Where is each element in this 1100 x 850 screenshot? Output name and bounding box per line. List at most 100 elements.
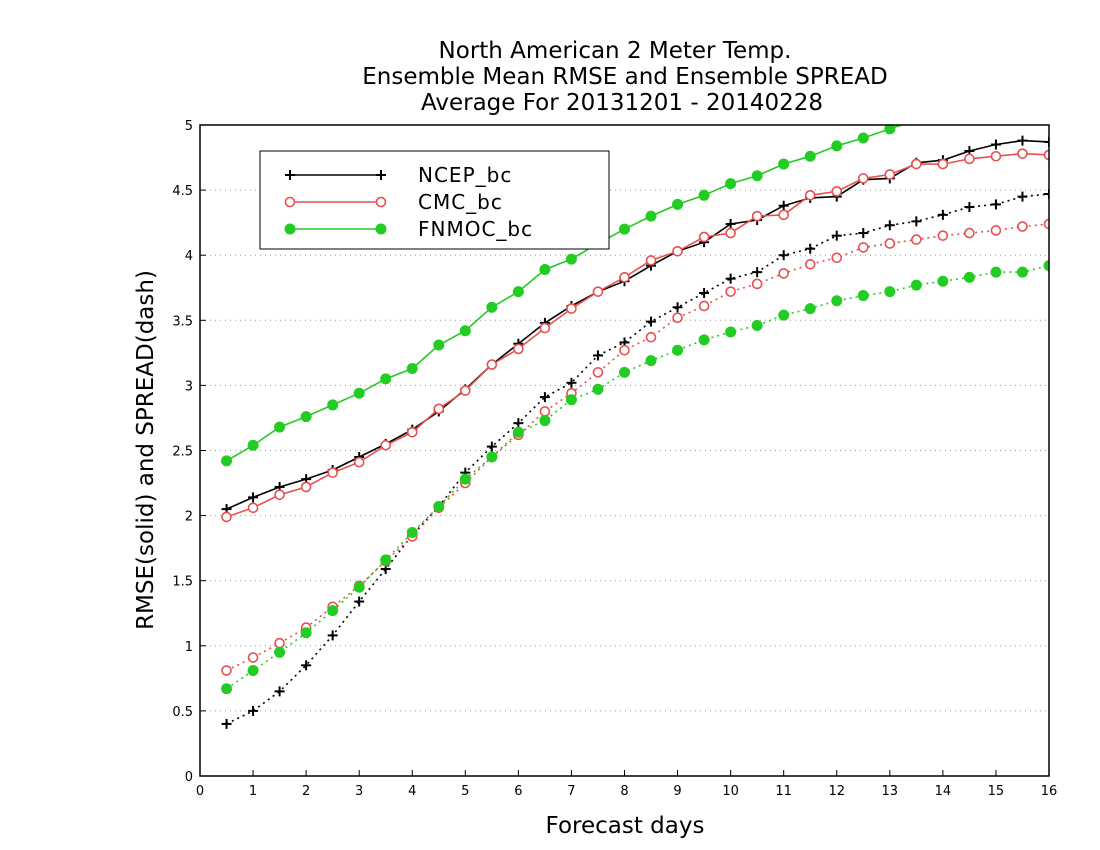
y-tick-label: 3.5 — [172, 314, 193, 329]
data-point-plus — [513, 418, 524, 429]
data-point-open-circle — [327, 467, 338, 478]
data-point-open-circle — [672, 312, 683, 323]
data-point-open-circle — [990, 225, 1002, 236]
data-point-filled-circle — [486, 301, 498, 313]
x-axis-label: Forecast days — [546, 813, 705, 839]
data-point-plus — [990, 199, 1001, 210]
data-point-filled-circle — [804, 150, 816, 162]
data-point-filled-circle — [274, 646, 286, 658]
title-line-2: Ensemble Mean RMSE and Ensemble SPREAD — [362, 64, 887, 90]
data-point-filled-circle — [221, 683, 233, 695]
data-point-filled-circle — [284, 223, 296, 235]
data-point-filled-circle — [725, 326, 737, 338]
data-point-plus — [831, 230, 842, 241]
data-point-open-circle — [884, 169, 896, 180]
data-point-filled-circle — [300, 627, 312, 639]
data-point-open-circle — [247, 652, 259, 663]
data-point-open-circle — [911, 158, 922, 170]
data-point-filled-circle — [433, 339, 445, 351]
data-point-plus — [805, 243, 816, 254]
data-point-filled-circle — [433, 500, 445, 512]
data-point-open-circle — [284, 196, 296, 208]
x-tick-label: 2 — [302, 784, 310, 799]
x-tick-label: 14 — [935, 784, 952, 799]
data-point-plus — [725, 273, 736, 284]
data-point-open-circle — [1043, 149, 1049, 161]
x-tick-label: 0 — [196, 784, 204, 799]
data-point-filled-circle — [831, 295, 843, 307]
data-point-filled-circle — [857, 132, 869, 144]
data-point-open-circle — [672, 245, 683, 257]
data-point-plus — [1044, 189, 1049, 200]
data-point-plus — [274, 686, 285, 697]
data-point-filled-circle — [592, 383, 604, 395]
FNMOC_bc-rmse-line — [226, 125, 904, 462]
data-point-filled-circle — [884, 286, 896, 298]
data-point-filled-circle — [300, 411, 312, 423]
y-tick-label: 1.5 — [172, 575, 193, 590]
data-point-plus — [1017, 191, 1028, 202]
data-point-plus — [858, 228, 869, 239]
data-point-open-circle — [698, 231, 710, 243]
data-point-plus — [248, 705, 259, 716]
y-tick-label: 3 — [185, 379, 193, 394]
data-point-open-circle — [486, 359, 498, 370]
y-tick-label: 2.5 — [172, 445, 193, 460]
data-point-open-circle — [406, 426, 418, 438]
series-layer — [221, 125, 1049, 729]
legend-label: CMC_bc — [418, 190, 503, 214]
data-point-plus — [248, 492, 259, 503]
data-point-open-circle — [353, 456, 365, 468]
y-axis-label: RMSE(solid) and SPREAD(dash) — [133, 270, 159, 630]
data-point-plus — [884, 220, 895, 231]
data-point-filled-circle — [247, 665, 259, 677]
data-point-open-circle — [831, 186, 843, 197]
data-point-filled-circle — [751, 170, 763, 182]
data-point-open-circle — [460, 385, 471, 396]
data-point-plus — [592, 350, 603, 361]
data-point-open-circle — [937, 230, 949, 241]
data-point-plus — [937, 209, 948, 220]
data-point-plus — [376, 170, 386, 180]
y-tick-label: 5 — [185, 119, 193, 134]
data-point-filled-circle — [884, 125, 896, 135]
data-point-filled-circle — [645, 355, 657, 367]
data-point-filled-circle — [698, 189, 710, 201]
data-point-plus — [964, 202, 975, 213]
data-point-plus — [566, 377, 577, 388]
data-point-open-circle — [592, 367, 604, 378]
x-tick-label: 7 — [567, 784, 575, 799]
data-point-filled-circle — [274, 421, 286, 433]
data-point-open-circle — [990, 150, 1002, 162]
CMC_bc-rmse-series — [221, 148, 1049, 523]
legend-box — [259, 150, 610, 250]
data-point-filled-circle — [778, 309, 790, 321]
CMC_bc-spread-line — [226, 223, 1049, 672]
x-tick-label: 3 — [355, 784, 363, 799]
data-point-filled-circle — [565, 394, 577, 406]
data-point-open-circle — [513, 343, 524, 355]
data-point-open-circle — [539, 406, 551, 417]
data-point-open-circle — [433, 403, 445, 415]
data-point-plus — [646, 316, 657, 327]
legend-item-FNMOC_bc: FNMOC_bc — [284, 217, 532, 241]
data-point-plus — [327, 630, 338, 641]
data-point-open-circle — [566, 303, 577, 314]
data-point-plus — [752, 267, 763, 278]
x-tick-label: 6 — [514, 784, 522, 799]
data-point-filled-circle — [725, 178, 737, 190]
data-point-plus — [539, 392, 550, 403]
data-point-plus — [354, 596, 365, 607]
data-point-open-circle — [857, 173, 869, 184]
data-point-open-circle — [221, 511, 232, 523]
data-point-plus — [301, 660, 312, 671]
data-point-open-circle — [274, 489, 285, 501]
data-point-filled-circle — [327, 605, 339, 617]
data-point-filled-circle — [539, 415, 551, 427]
data-point-open-circle — [778, 209, 789, 221]
data-point-filled-circle — [353, 581, 365, 593]
data-point-filled-circle — [512, 286, 524, 298]
x-tick-label: 16 — [1041, 784, 1058, 799]
data-point-filled-circle — [406, 362, 418, 374]
